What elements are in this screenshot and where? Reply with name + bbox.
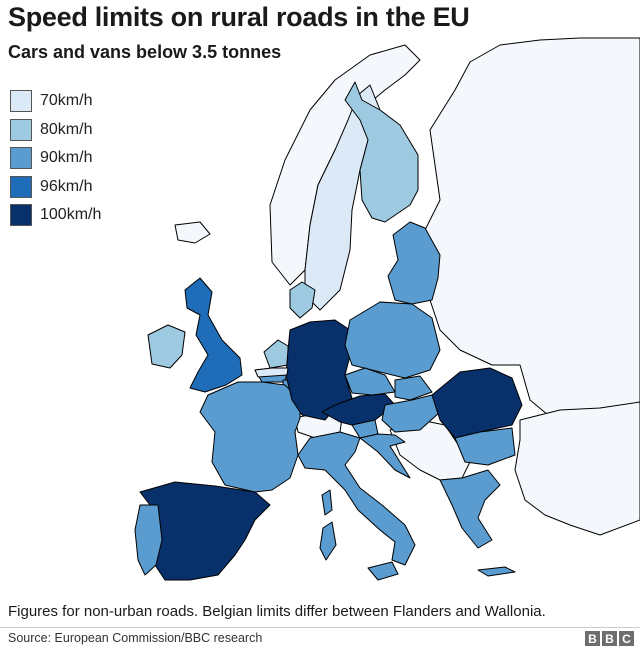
croatia bbox=[359, 433, 411, 479]
sardinia bbox=[319, 521, 337, 561]
crete bbox=[477, 566, 516, 577]
norway-region bbox=[269, 44, 421, 286]
eastern-europe-region bbox=[424, 37, 640, 431]
iceland-region bbox=[174, 221, 211, 244]
finland bbox=[344, 81, 419, 223]
legend-swatch-90 bbox=[10, 147, 32, 170]
bbc-logo-letter: B bbox=[602, 631, 617, 646]
legend-label-100: 100km/h bbox=[40, 206, 102, 224]
bulgaria bbox=[454, 427, 516, 466]
legend-label-70: 70km/h bbox=[40, 92, 93, 110]
italy bbox=[297, 431, 416, 566]
greece bbox=[439, 469, 501, 549]
legend-swatch-80 bbox=[10, 118, 32, 141]
baltics bbox=[387, 221, 441, 305]
source-text: Source: European Commission/BBC research bbox=[8, 631, 263, 645]
legend-item-80: 80km/h bbox=[10, 116, 101, 145]
ireland bbox=[147, 324, 186, 369]
footer-divider bbox=[0, 627, 640, 628]
romania bbox=[431, 367, 523, 439]
legend-label-80: 80km/h bbox=[40, 120, 93, 138]
legend-label-90: 90km/h bbox=[40, 149, 93, 167]
europe-map bbox=[134, 37, 640, 581]
legend-item-96: 96km/h bbox=[10, 173, 101, 202]
bbc-logo-letter: B bbox=[585, 631, 600, 646]
legend-item-100: 100km/h bbox=[10, 201, 101, 230]
uk bbox=[184, 277, 243, 393]
france bbox=[199, 381, 301, 493]
portugal bbox=[134, 504, 163, 576]
map-subtitle: Cars and vans below 3.5 tonnes bbox=[8, 42, 282, 62]
denmark bbox=[289, 281, 316, 319]
legend-swatch-70 bbox=[10, 90, 32, 113]
bbc-logo: B B C bbox=[585, 631, 634, 646]
map-title: Speed limits on rural roads in the EU bbox=[8, 2, 470, 32]
corsica bbox=[321, 489, 333, 516]
turkey-region bbox=[514, 401, 640, 536]
legend-item-90: 90km/h bbox=[10, 144, 101, 173]
legend-swatch-100 bbox=[10, 204, 32, 227]
balkans-region bbox=[389, 419, 471, 481]
hungary bbox=[381, 394, 441, 433]
netherlands bbox=[263, 339, 289, 369]
legend-item-70: 70km/h bbox=[10, 87, 101, 116]
slovakia bbox=[394, 375, 433, 401]
legend: 70km/h 80km/h 90km/h 96km/h 100km/h bbox=[10, 87, 101, 230]
footnote: Figures for non-urban roads. Belgian lim… bbox=[8, 603, 546, 620]
legend-label-96: 96km/h bbox=[40, 177, 93, 195]
legend-swatch-96 bbox=[10, 175, 32, 198]
belgium-flanders bbox=[254, 367, 289, 378]
poland bbox=[344, 301, 441, 379]
bbc-logo-letter: C bbox=[619, 631, 634, 646]
sicily bbox=[367, 561, 399, 581]
